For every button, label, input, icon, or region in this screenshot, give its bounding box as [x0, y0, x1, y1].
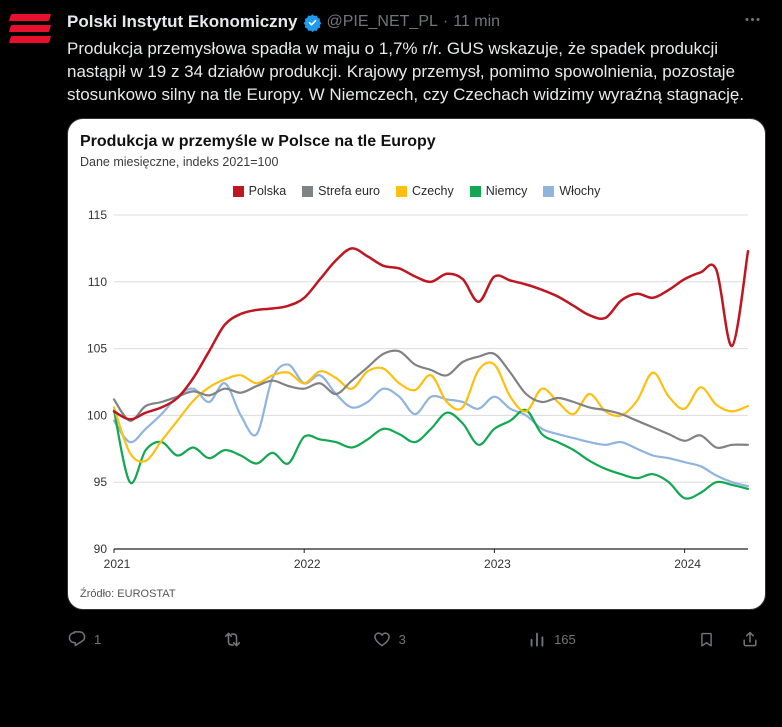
- share-button[interactable]: [740, 629, 760, 649]
- views-count: 165: [554, 631, 576, 647]
- legend-item: Strefa euro: [302, 184, 380, 198]
- y-tick-label: 90: [94, 542, 108, 556]
- bookmark-icon: [701, 632, 712, 647]
- logo-bar: [8, 14, 52, 21]
- y-tick-label: 115: [88, 208, 107, 222]
- legend-item: Polska: [232, 184, 287, 198]
- user-handle[interactable]: @PIE_NET_PL: [326, 13, 438, 30]
- legend-label: Polska: [248, 184, 287, 198]
- series-line-strefa-euro: [112, 349, 750, 449]
- repost-button[interactable]: [222, 629, 250, 650]
- legend-swatch: [469, 185, 481, 197]
- share-icon: [743, 631, 757, 647]
- verified-badge-icon: [303, 14, 321, 32]
- more-icon: [745, 17, 760, 22]
- like-icon: [373, 632, 390, 647]
- industry-chart: 90 95 100 105 110 115 2021 2022 2023 2024: [87, 208, 750, 571]
- reply-icon: [68, 631, 86, 647]
- series-line-niemcy: [112, 408, 750, 500]
- reply-button[interactable]: 1: [67, 629, 101, 649]
- bookmark-button[interactable]: [697, 630, 716, 649]
- x-tick-label: 2023: [484, 557, 511, 571]
- reply-count: 1: [94, 631, 102, 647]
- legend-item: Włochy: [543, 184, 600, 198]
- chart-title: Produkcja w przemyśle w Polsce na tle Eu…: [80, 133, 436, 150]
- legend-label: Niemcy: [485, 184, 528, 198]
- x-tick-label: 2021: [104, 557, 131, 571]
- y-tick-label: 95: [94, 475, 108, 489]
- logo-bar: [8, 36, 52, 43]
- like-count: 3: [398, 631, 406, 647]
- views-button[interactable]: 165: [527, 629, 576, 649]
- legend-swatch: [543, 185, 555, 197]
- y-tick-label: 100: [87, 408, 107, 422]
- legend-label: Czechy: [412, 184, 454, 198]
- like-button[interactable]: 3: [372, 629, 406, 649]
- legend-item: Niemcy: [469, 184, 528, 198]
- repost-icon: [225, 632, 241, 646]
- x-tick-label: 2024: [674, 557, 701, 571]
- timestamp[interactable]: 11 min: [453, 13, 501, 30]
- legend-label: Strefa euro: [318, 184, 381, 198]
- legend-item: Czechy: [396, 184, 454, 198]
- tweet-text: Produkcja przemysłowa spadła w maju o 1,…: [67, 39, 745, 104]
- more-button[interactable]: [739, 8, 766, 36]
- legend-swatch: [232, 185, 244, 197]
- series-line-polska: [112, 247, 750, 421]
- chart-source: Źródło: EUROSTAT: [80, 588, 176, 600]
- series-line-czechy: [112, 361, 750, 463]
- chart-card[interactable]: Produkcja w przemyśle w Polsce na tle Eu…: [67, 118, 766, 610]
- views-icon: [530, 632, 544, 647]
- chart-legend: Polska Strefa euro Czechy Niemcy Włochy: [80, 181, 753, 201]
- tweet-header: Polski Instytut Ekonomiczny @PIE_NET_PL …: [67, 10, 766, 34]
- action-bar: 1 3 165: [67, 620, 766, 658]
- y-tick-label: 110: [88, 275, 107, 289]
- legend-swatch: [396, 185, 408, 197]
- series-line-włochy: [112, 363, 750, 488]
- y-tick-label: 105: [87, 342, 107, 356]
- legend-swatch: [302, 185, 314, 197]
- avatar[interactable]: [8, 10, 58, 43]
- logo-bar: [8, 25, 52, 32]
- x-tick-label: 2022: [294, 557, 321, 571]
- display-name[interactable]: Polski Instytut Ekonomiczny: [67, 12, 298, 31]
- separator-dot: ·: [442, 13, 449, 30]
- tweet-post: Polski Instytut Ekonomiczny @PIE_NET_PL …: [8, 10, 766, 658]
- legend-label: Włochy: [559, 184, 601, 198]
- chart-subtitle: Dane miesięczne, indeks 2021=100: [80, 155, 279, 169]
